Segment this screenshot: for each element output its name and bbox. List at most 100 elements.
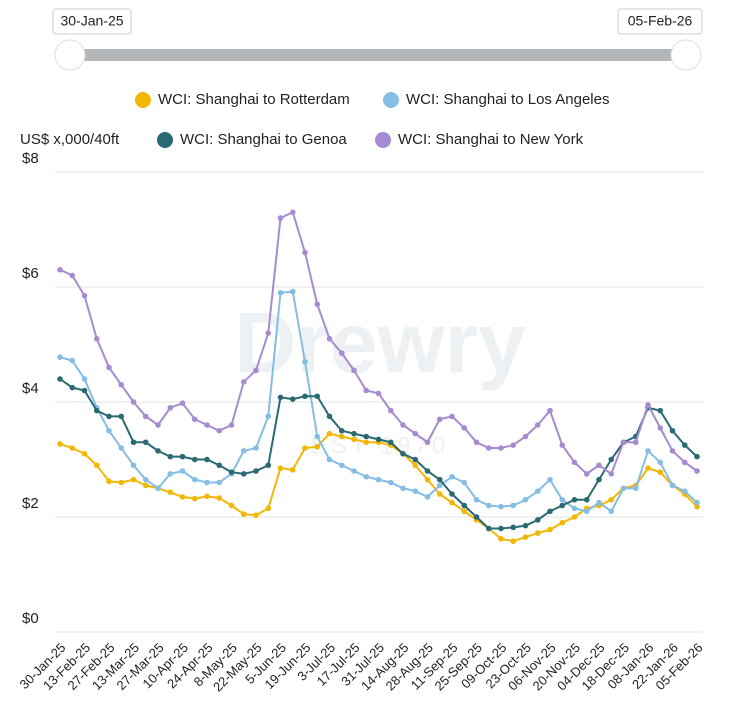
data-point [69,384,76,391]
data-point [449,491,455,497]
data-point [57,376,63,382]
data-point [302,249,308,256]
data-point [436,491,443,497]
data-point [179,494,186,500]
data-point [289,288,296,295]
data-point [596,476,602,483]
data-point [449,473,455,480]
data-point [167,453,174,460]
data-point [69,272,76,279]
data-point [669,448,676,454]
data-point [694,468,700,474]
legend-marker [375,132,391,148]
data-point [326,456,333,463]
data-point [510,538,517,544]
data-point [436,476,443,483]
data-point [547,476,553,483]
data-point [106,364,112,371]
data-point [81,376,88,382]
data-point [142,476,149,483]
data-point [265,413,272,420]
data-point [387,439,394,446]
data-point [265,505,272,512]
data-point [179,468,186,474]
data-point [253,445,259,451]
data-point [167,471,174,477]
data-point [228,502,235,509]
range-handle-end[interactable] [670,39,702,71]
data-point [473,496,480,503]
data-point [657,469,664,475]
data-point [351,367,357,374]
data-point [240,471,247,477]
data-point [57,354,63,360]
data-point [363,433,370,440]
data-point [142,439,149,446]
legend-label: WCI: Shanghai to Los Angeles [406,91,609,108]
data-point [583,508,590,515]
data-point [363,439,370,446]
data-point [375,436,382,443]
data-point [363,387,370,394]
data-point [155,485,161,492]
data-point [657,407,664,414]
data-point [155,422,161,428]
data-point [57,266,63,273]
data-point [608,496,615,503]
data-point [179,400,186,406]
data-point [191,495,198,502]
data-point [498,503,504,510]
data-point [130,399,137,405]
data-point [608,508,615,515]
data-point [559,502,566,509]
data-point [253,512,259,519]
data-point [351,436,357,443]
data-point [216,427,223,434]
data-point [412,488,419,494]
data-point [375,390,382,397]
data-point [314,433,321,440]
data-point [424,476,431,483]
data-point [547,508,553,515]
data-point [559,519,566,526]
data-point [657,459,664,466]
data-point [387,407,394,414]
data-point [106,427,112,434]
data-point [81,387,88,394]
data-point [596,462,602,469]
data-point [204,456,210,463]
data-point [179,453,186,460]
data-point [424,439,431,446]
data-point [498,536,504,542]
data-point [449,499,455,506]
data-point [314,393,321,400]
data-point [314,444,321,450]
y-tick-label: $4 [22,380,39,397]
data-point [620,439,627,446]
data-point [69,445,76,451]
y-tick-label: $8 [22,150,39,167]
data-point [485,525,492,532]
range-handle-start[interactable] [54,39,86,71]
data-point [547,407,553,414]
data-point [314,301,321,308]
data-point [118,445,125,451]
data-point [57,441,63,447]
data-point [142,413,149,420]
data-point [265,330,272,336]
data-point [461,508,468,515]
data-point [167,404,174,411]
data-point [522,433,529,440]
data-point [228,422,235,428]
data-point [265,462,272,469]
data-point [130,462,137,469]
data-point [669,482,676,489]
data-point [142,482,149,489]
data-point [522,496,529,503]
data-point [375,476,382,483]
data-point [608,456,615,463]
legend-label: WCI: Shanghai to Genoa [180,131,347,148]
data-point [473,439,480,446]
data-point [596,499,602,506]
